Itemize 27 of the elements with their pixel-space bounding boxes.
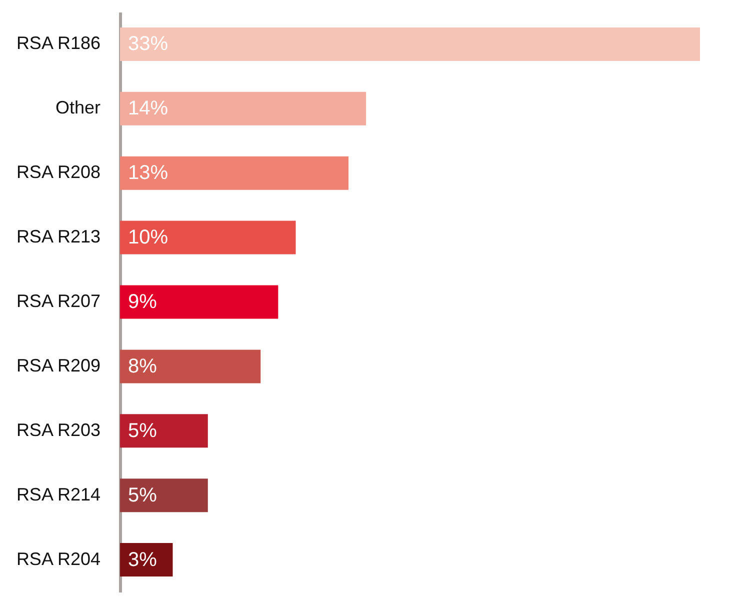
data-label: 8%	[128, 355, 158, 378]
bar	[120, 414, 208, 448]
data-label: 5%	[128, 484, 158, 506]
y-tick-label: RSA R204	[16, 548, 100, 569]
y-tick-label: RSA R213	[16, 226, 100, 247]
bar	[120, 478, 208, 512]
y-tick-label: RSA R186	[16, 33, 100, 54]
data-label: 5%	[128, 420, 158, 442]
bar	[120, 220, 296, 254]
y-tick-label: RSA R209	[16, 355, 100, 376]
y-tick-label: RSA R208	[16, 162, 100, 182]
y-tick-label: RSA R214	[16, 484, 100, 504]
y-tick-label: RSA R207	[16, 291, 100, 311]
data-label: 14%	[128, 98, 168, 120]
y-tick-label: Other	[55, 98, 100, 118]
bar	[120, 92, 366, 126]
bar	[120, 350, 261, 384]
bar	[120, 27, 700, 61]
data-label: 9%	[128, 291, 158, 313]
bar	[120, 156, 348, 190]
bar	[120, 285, 278, 319]
data-label: 13%	[128, 162, 168, 184]
data-label: 10%	[128, 226, 168, 249]
bar	[120, 543, 173, 577]
data-label: 33%	[128, 33, 168, 56]
y-tick-label: RSA R203	[16, 420, 100, 440]
data-label: 3%	[128, 548, 158, 571]
